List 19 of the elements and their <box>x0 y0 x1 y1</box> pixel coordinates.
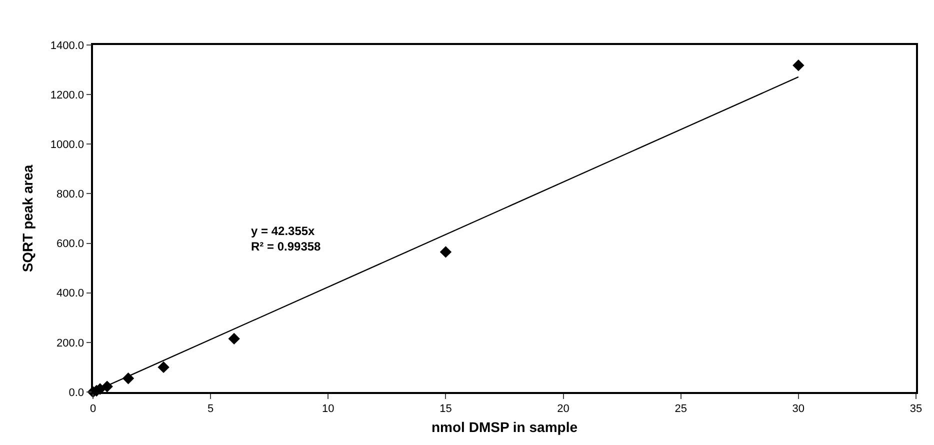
y-tick-label: 1000.0 <box>50 138 84 151</box>
x-tick-label: 0 <box>90 402 96 415</box>
y-tick-label: 800.0 <box>56 188 84 201</box>
x-axis-title: nmol DMSP in sample <box>432 418 578 435</box>
y-tick-label: 400.0 <box>56 288 84 300</box>
x-tick-label: 35 <box>910 402 922 415</box>
x-tick-label: 10 <box>322 402 334 415</box>
y-tick-label: 1400.0 <box>50 40 84 52</box>
x-tick-label: 20 <box>557 402 570 415</box>
x-tick-label: 25 <box>674 402 687 415</box>
x-tick-label: 30 <box>792 402 805 415</box>
annotation: y = 42.355x R² = 0.99358 <box>251 224 322 254</box>
y-axis-title: SQRT peak area <box>19 164 36 272</box>
x-tick-label: 15 <box>440 402 452 415</box>
y-tick-label: 200.0 <box>56 337 84 350</box>
y-tick-label: 0.0 <box>68 386 84 399</box>
y-tick-label: 600.0 <box>56 238 84 250</box>
y-tick-label: 1200.0 <box>50 89 84 102</box>
x-tick-label: 5 <box>208 402 214 415</box>
